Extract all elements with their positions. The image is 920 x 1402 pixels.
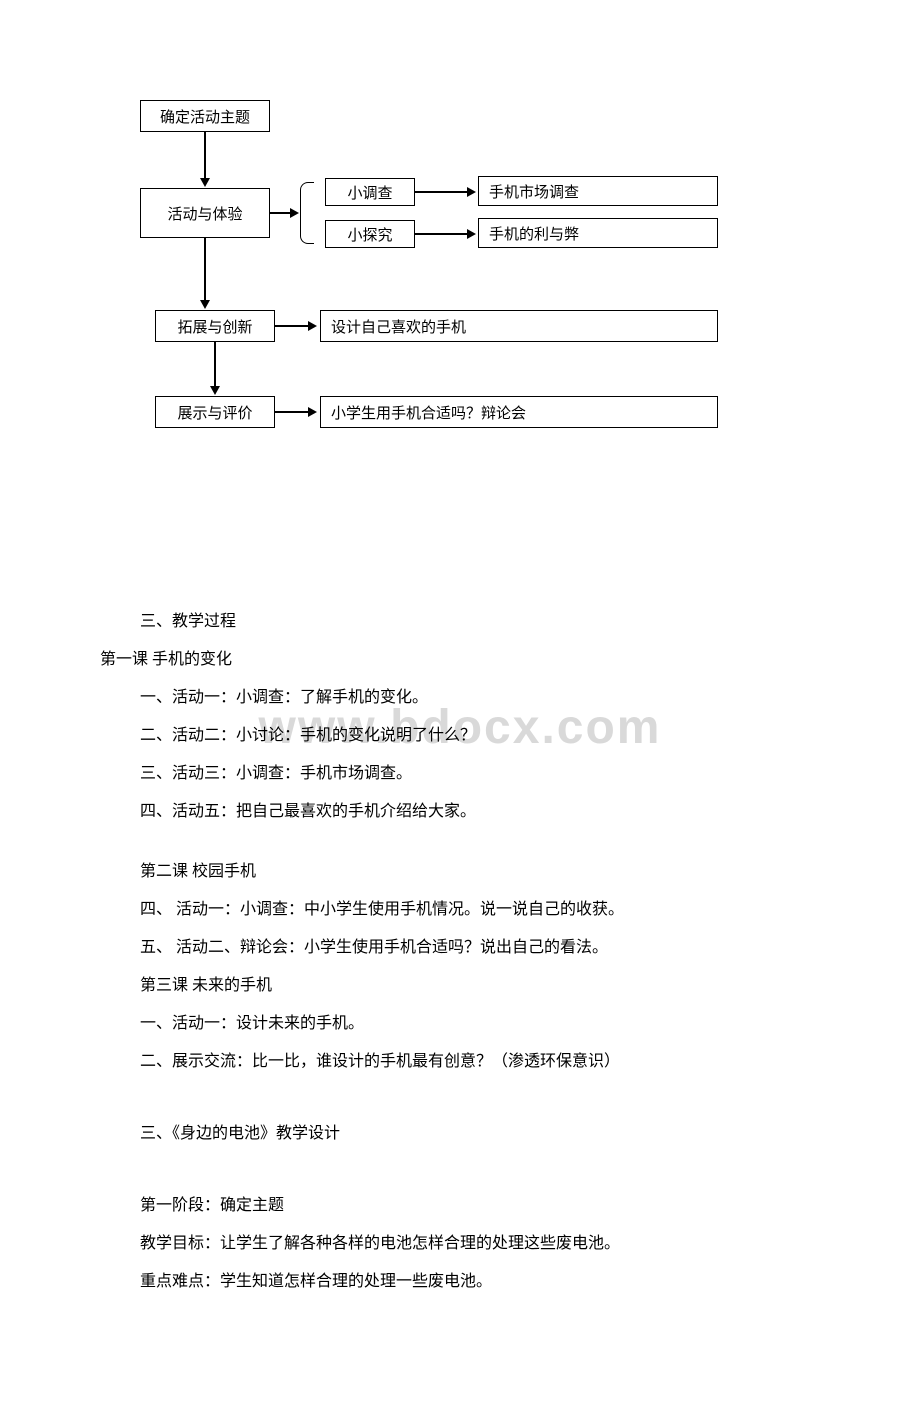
arrow — [270, 212, 292, 214]
lesson1-act5: 四、活动五：把自己最喜欢的手机介绍给大家。 — [100, 800, 820, 824]
node-market: 手机市场调查 — [478, 176, 718, 206]
lesson1-title: 第一课 手机的变化 — [100, 648, 820, 672]
goal: 教学目标：让学生了解各种各样的电池怎样合理的处理这些废电池。 — [100, 1232, 820, 1256]
lesson3-act2: 二、展示交流：比一比，谁设计的手机最有创意？（渗透环保意识） — [100, 1050, 820, 1074]
arrow-head — [467, 229, 476, 239]
lesson3-title: 第三课 未来的手机 — [100, 974, 820, 998]
arrow-head — [210, 386, 220, 395]
lesson2-title: 第二课 校园手机 — [100, 860, 820, 884]
keypoint: 重点难点：学生知道怎样合理的处理一些废电池。 — [100, 1270, 820, 1294]
spacer — [100, 838, 820, 846]
arrow-head — [200, 178, 210, 187]
arrow — [204, 132, 206, 180]
node-proscons: 手机的利与弊 — [478, 218, 718, 248]
flowchart-container: 确定活动主题 活动与体验 小调查 手机市场调查 小探究 手机的利与弊 拓展与创新… — [140, 100, 860, 480]
node-explore: 小探究 — [325, 220, 415, 248]
node-design: 设计自己喜欢的手机 — [320, 310, 718, 342]
arrow-head — [308, 321, 317, 331]
arrow-head — [290, 208, 299, 218]
arrow — [275, 325, 310, 327]
node-debate: 小学生用手机合适吗？辩论会 — [320, 396, 718, 428]
lesson3-act1: 一、活动一：设计未来的手机。 — [100, 1012, 820, 1036]
arrow-head — [467, 187, 476, 197]
arrow — [275, 411, 310, 413]
node-extend: 拓展与创新 — [155, 310, 275, 342]
arrow — [415, 191, 469, 193]
lesson1-act3: 三、活动三：小调查：手机市场调查。 — [100, 762, 820, 786]
arrow — [204, 238, 206, 302]
lesson2-act2: 五、 活动二、辩论会：小学生使用手机合适吗？说出自己的看法。 — [100, 936, 820, 960]
lesson2-act1: 四、 活动一：小调查：中小学生使用手机情况。说一说自己的收获。 — [100, 898, 820, 922]
lesson1-act1: 一、活动一：小调查：了解手机的变化。 — [100, 686, 820, 710]
node-theme: 确定活动主题 — [140, 100, 270, 132]
node-activity: 活动与体验 — [140, 188, 270, 238]
section-battery: 三、《身边的电池》教学设计 — [100, 1122, 820, 1146]
lesson1-act2: 二、活动二：小讨论：手机的变化说明了什么？ — [100, 724, 820, 748]
body-content: 三、教学过程 第一课 手机的变化 一、活动一：小调查：了解手机的变化。 二、活动… — [100, 610, 820, 1308]
bracket — [300, 182, 314, 244]
arrow-head — [308, 407, 317, 417]
node-present: 展示与评价 — [155, 396, 275, 428]
arrow-head — [200, 300, 210, 309]
node-survey: 小调查 — [325, 178, 415, 206]
arrow — [415, 233, 469, 235]
phase1: 第一阶段：确定主题 — [100, 1194, 820, 1218]
section-title: 三、教学过程 — [100, 610, 820, 634]
spacer — [100, 1088, 820, 1108]
spacer — [100, 1160, 820, 1180]
arrow — [214, 342, 216, 388]
